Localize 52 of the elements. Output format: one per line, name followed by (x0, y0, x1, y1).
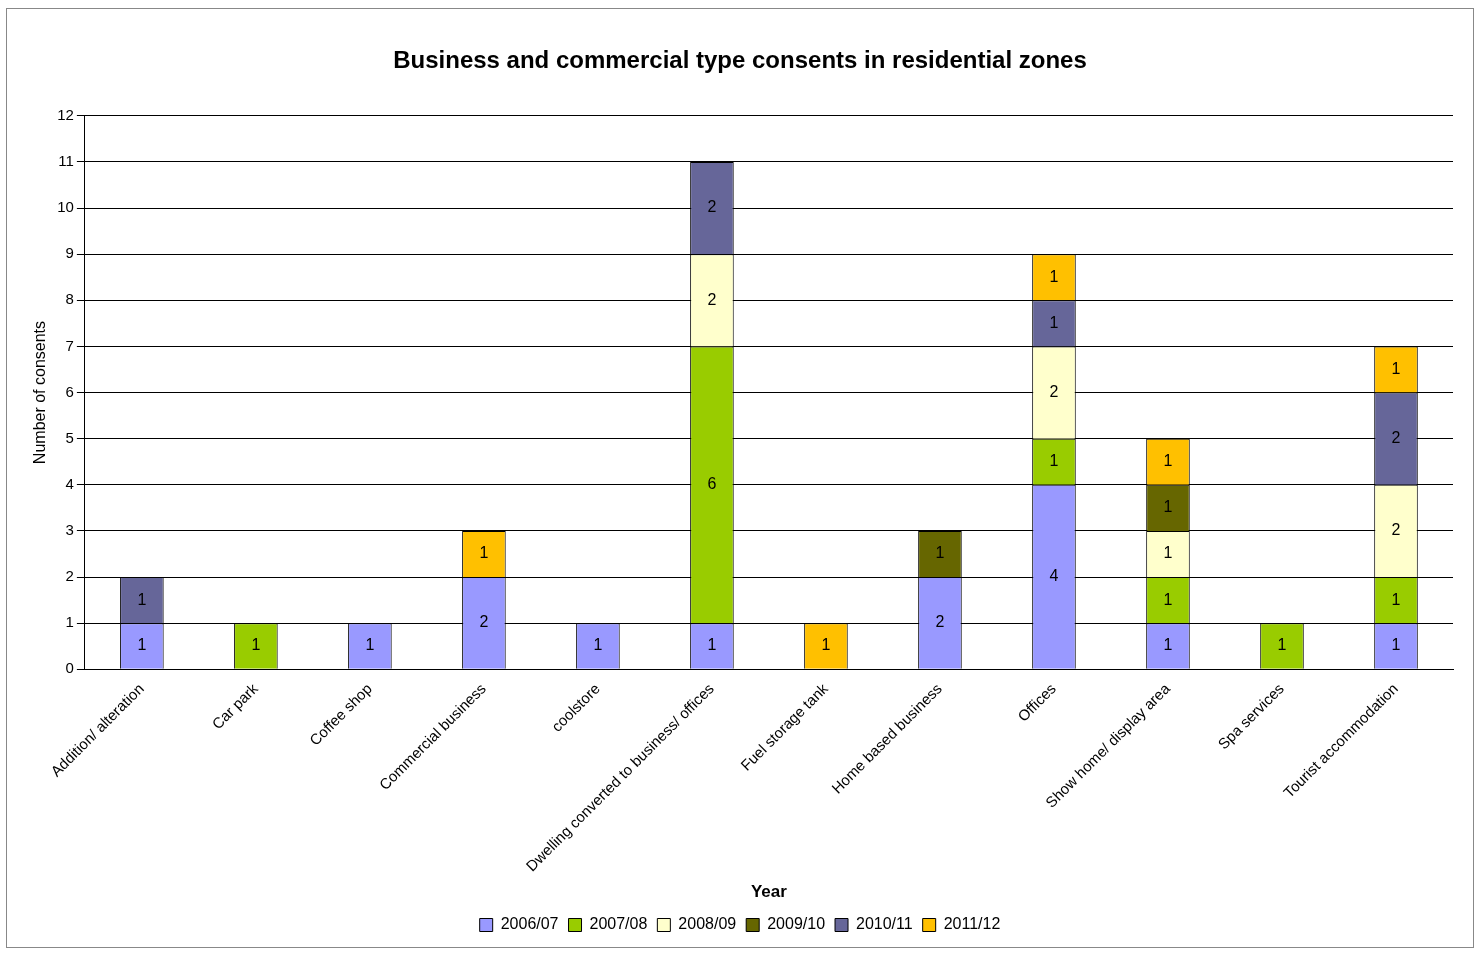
data-label: 1 (1163, 544, 1173, 562)
data-label: 1 (1163, 452, 1173, 470)
data-label: 1 (1163, 636, 1173, 654)
y-tick-label: 5 (65, 428, 74, 446)
data-label: 1 (1277, 636, 1287, 654)
data-label: 1 (821, 636, 831, 654)
legend-label: 2007/08 (589, 915, 648, 933)
chart-title: Business and commercial type consents in residential zones (393, 46, 1087, 74)
data-label: 1 (935, 544, 945, 562)
y-tick-label: 7 (65, 336, 74, 354)
data-label: 1 (1163, 590, 1173, 608)
y-axis-title: Number of consents (31, 320, 49, 465)
y-tick-label: 2 (65, 567, 74, 585)
y-tick-label: 0 (65, 659, 74, 677)
y-tick-label: 3 (65, 521, 74, 539)
data-label: 6 (707, 475, 717, 493)
legend-label: 2010/11 (856, 915, 913, 933)
data-label: 1 (1163, 498, 1173, 516)
y-tick-label: 1 (65, 613, 74, 631)
data-label: 2 (707, 290, 717, 308)
data-label: 2 (1391, 429, 1401, 447)
legend-label: 2006/07 (500, 915, 559, 933)
legend-label: 2008/09 (678, 915, 737, 933)
x-axis-title: Year (750, 882, 788, 902)
data-label: 1 (1391, 636, 1401, 654)
data-label: 1 (707, 636, 717, 654)
data-label: 2 (707, 198, 717, 216)
data-label: 1 (137, 590, 147, 608)
data-label: 2 (1049, 382, 1059, 400)
data-label: 1 (479, 544, 489, 562)
y-tick-label: 4 (65, 474, 74, 492)
data-label: 1 (593, 636, 603, 654)
data-label: 4 (1049, 567, 1059, 585)
data-label: 1 (137, 636, 147, 654)
data-label: 1 (1049, 313, 1059, 331)
data-label: 1 (251, 636, 261, 654)
data-label: 1 (1391, 590, 1401, 608)
y-tick-label: 10 (57, 198, 74, 216)
data-label: 1 (1049, 452, 1059, 470)
data-label: 1 (1049, 267, 1059, 285)
data-label: 2 (1391, 521, 1401, 539)
y-tick-label: 9 (65, 244, 74, 262)
y-tick-label: 12 (57, 105, 74, 123)
y-tick-label: 11 (58, 152, 74, 170)
data-label: 2 (479, 613, 489, 631)
y-tick-label: 8 (65, 290, 74, 308)
data-label: 1 (1391, 359, 1401, 377)
y-tick-label: 6 (65, 382, 74, 400)
legend-label: 2009/10 (767, 915, 826, 933)
data-label: 1 (365, 636, 375, 654)
data-label: 2 (935, 613, 945, 631)
legend-label: 2011/12 (943, 915, 1001, 933)
